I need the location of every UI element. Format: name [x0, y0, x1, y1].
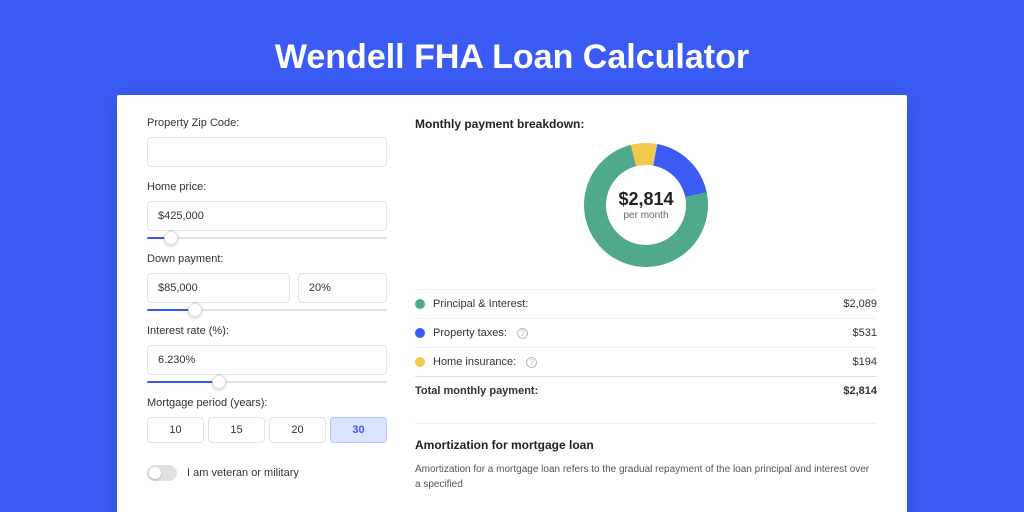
interest-rate-label: Interest rate (%):: [147, 325, 387, 337]
legend-total-row: Total monthly payment: $2,814: [415, 376, 877, 405]
legend-value: $194: [853, 356, 877, 368]
slider-thumb[interactable]: [164, 231, 178, 245]
legend-row: Property taxes:? $531: [415, 318, 877, 347]
breakdown-column: Monthly payment breakdown: $2,814 per mo…: [415, 117, 877, 512]
legend-value: $2,089: [843, 298, 877, 310]
total-value: $2,814: [843, 385, 877, 397]
period-button-15[interactable]: 15: [208, 417, 265, 443]
info-icon[interactable]: ?: [517, 328, 528, 339]
page-title: Wendell FHA Loan Calculator: [0, 0, 1024, 95]
home-price-label: Home price:: [147, 181, 387, 193]
toggle-knob: [149, 467, 161, 479]
period-button-10[interactable]: 10: [147, 417, 204, 443]
slider-thumb[interactable]: [212, 375, 226, 389]
amortization-text: Amortization for a mortgage loan refers …: [415, 462, 877, 492]
legend-row: Principal & Interest: $2,089: [415, 289, 877, 318]
legend-row: Home insurance:? $194: [415, 347, 877, 376]
down-payment-label: Down payment:: [147, 253, 387, 265]
breakdown-title: Monthly payment breakdown:: [415, 117, 877, 131]
legend-label: Home insurance:: [433, 356, 516, 368]
zip-input[interactable]: [147, 137, 387, 167]
legend-dot: [415, 299, 425, 309]
donut-center-sub: per month: [618, 210, 673, 221]
zip-label: Property Zip Code:: [147, 117, 387, 129]
donut-chart: $2,814 per month: [415, 141, 877, 269]
down-payment-input[interactable]: [147, 273, 290, 303]
home-price-slider[interactable]: [147, 237, 387, 239]
period-button-20[interactable]: 20: [269, 417, 326, 443]
veteran-toggle[interactable]: [147, 465, 177, 481]
mortgage-period-group: 10152030: [147, 417, 387, 443]
interest-rate-slider[interactable]: [147, 381, 387, 383]
legend-dot: [415, 357, 425, 367]
legend-label: Property taxes:: [433, 327, 507, 339]
period-button-30[interactable]: 30: [330, 417, 387, 443]
veteran-label: I am veteran or military: [187, 467, 299, 479]
interest-rate-input[interactable]: [147, 345, 387, 375]
donut-center-amount: $2,814: [618, 189, 673, 210]
slider-thumb[interactable]: [188, 303, 202, 317]
down-payment-slider[interactable]: [147, 309, 387, 311]
legend-value: $531: [853, 327, 877, 339]
legend-label: Principal & Interest:: [433, 298, 528, 310]
total-label: Total monthly payment:: [415, 385, 538, 397]
info-icon[interactable]: ?: [526, 357, 537, 368]
down-payment-pct-input[interactable]: [298, 273, 387, 303]
home-price-input[interactable]: [147, 201, 387, 231]
form-column: Property Zip Code: Home price: Down paym…: [147, 117, 387, 512]
calculator-card: Property Zip Code: Home price: Down paym…: [117, 95, 907, 512]
mortgage-period-label: Mortgage period (years):: [147, 397, 387, 409]
amortization-title: Amortization for mortgage loan: [415, 423, 877, 452]
legend-dot: [415, 328, 425, 338]
